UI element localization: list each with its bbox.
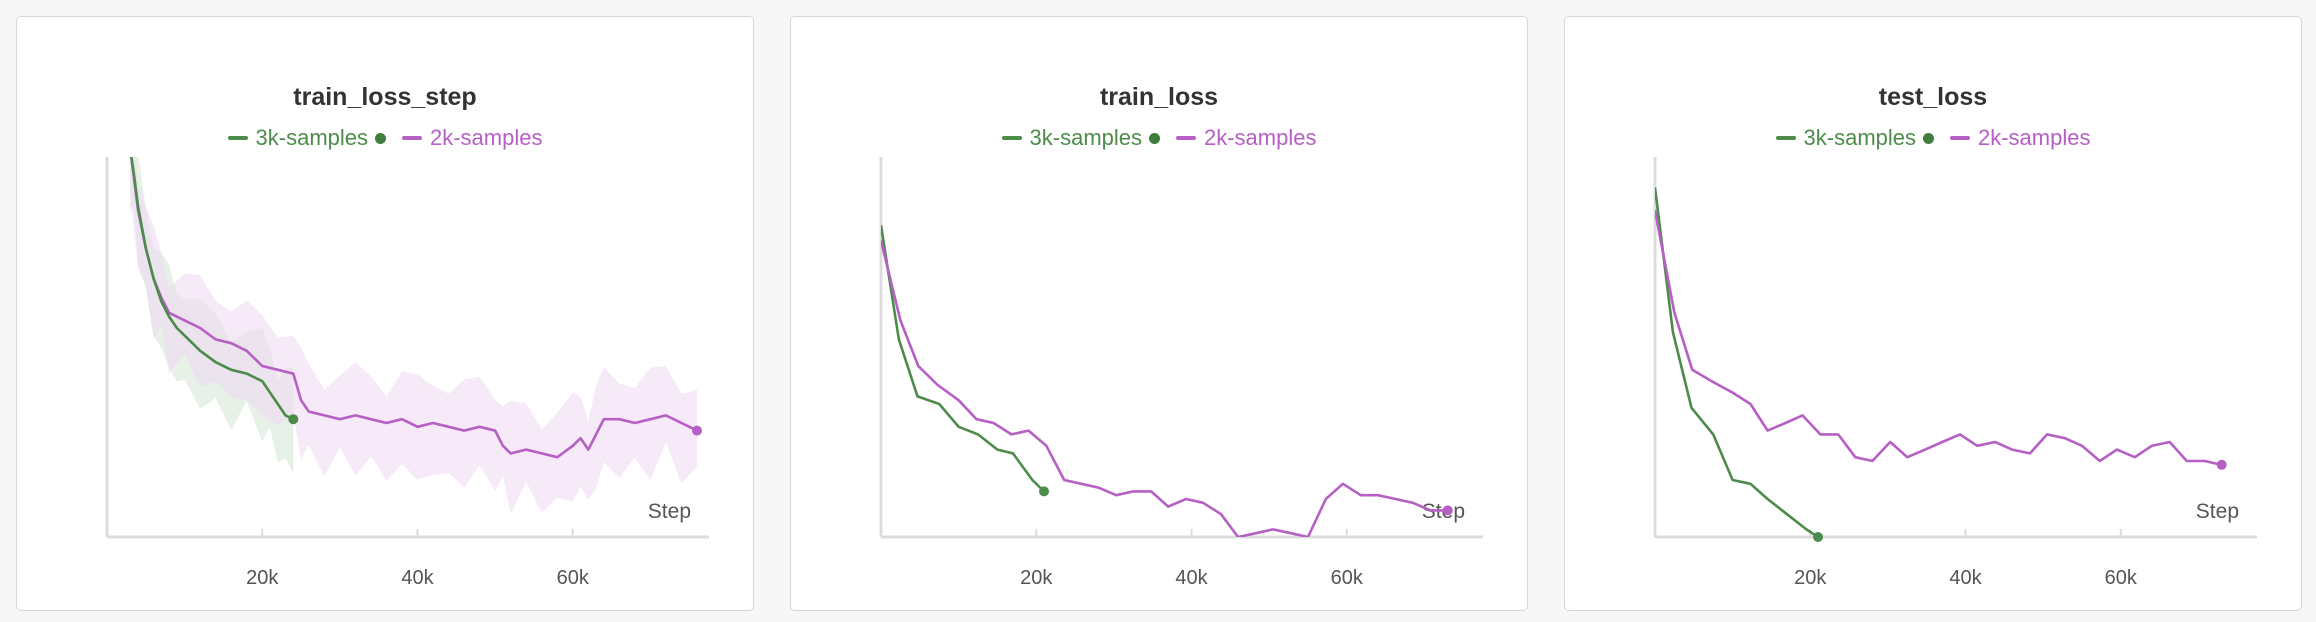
legend-entry-3k-samples[interactable]: 3k-samples (227, 125, 386, 151)
legend-swatch (227, 136, 248, 140)
series-end-marker-3k-samples (1813, 532, 1824, 542)
legend-swatch (1950, 136, 1970, 140)
x-tick-label: 40k (401, 567, 434, 589)
chart-legend: 3k-samples 2k-samples (1565, 125, 2301, 151)
legend-entry-2k-samples[interactable]: 2k-samples (1176, 125, 1316, 151)
dot-icon (1149, 132, 1160, 144)
legend-swatch (1775, 136, 1796, 140)
series-line-2k-samples (881, 240, 1448, 537)
legend-swatch (402, 136, 422, 140)
legend-entry-2k-samples[interactable]: 2k-samples (402, 125, 542, 151)
series-line-2k-samples (129, 157, 698, 459)
chart-panel-test-loss[interactable]: test_loss 3k-samples 2k-samples 20k 40k 60… (1564, 16, 2302, 611)
x-tick-label: 40k (1949, 567, 1982, 589)
chart-plot-area[interactable]: 20k 40k 60k Step (1565, 17, 2303, 612)
x-tick-label: 20k (1794, 567, 1827, 589)
x-tick-label: 60k (557, 567, 590, 589)
series-line-3k-samples (1655, 187, 1819, 537)
series-end-marker-3k-samples (1039, 486, 1050, 497)
legend-swatch (1176, 136, 1196, 140)
x-tick-label: 20k (246, 567, 279, 589)
series-line-3k-samples (130, 157, 294, 421)
dot-icon (375, 132, 386, 144)
legend-label: 2k-samples (1978, 125, 2091, 150)
series-line-3k-samples (881, 225, 1045, 493)
legend-swatch (1001, 136, 1022, 140)
x-tick-label: 60k (2105, 567, 2138, 589)
series-end-marker-3k-samples (288, 414, 299, 425)
chart-plot-area[interactable]: 20k 40k 60k Step (17, 17, 755, 612)
series-end-marker-2k-samples (692, 425, 702, 436)
series-end-marker-2k-samples (2216, 459, 2227, 470)
chart-panel-train-loss[interactable]: train_loss 3k-samples 2k-samples 20k 40k 6… (790, 16, 1528, 611)
dot-icon (1923, 132, 1934, 144)
x-axis-title: Step (2196, 500, 2239, 523)
legend-label: 3k-samples (255, 125, 368, 150)
legend-entry-2k-samples[interactable]: 2k-samples (1950, 125, 2090, 151)
chart-title: test_loss (1878, 83, 1988, 111)
chart-title: train_loss (1099, 83, 1219, 111)
x-tick-label: 60k (1331, 567, 1364, 589)
chart-legend: 3k-samples 2k-samples (17, 125, 753, 151)
legend-label: 3k-samples (1803, 125, 1916, 150)
legend-label: 3k-samples (1029, 125, 1142, 150)
series-end-marker-2k-samples (1442, 505, 1453, 516)
legend-entry-3k-samples[interactable]: 3k-samples (1001, 125, 1160, 151)
series-line-2k-samples (1655, 209, 2222, 467)
legend-label: 2k-samples (430, 125, 543, 150)
legend-label: 2k-samples (1204, 125, 1317, 150)
x-axis-title: Step (648, 500, 691, 523)
chart-legend: 3k-samples 2k-samples (791, 125, 1527, 151)
series-noise-band-2k-samples (130, 157, 697, 515)
x-tick-label: 40k (1175, 567, 1208, 589)
x-tick-label: 20k (1020, 567, 1053, 589)
legend-entry-3k-samples[interactable]: 3k-samples (1775, 125, 1934, 151)
chart-panel-train-loss-step[interactable]: train_loss_step 3k-samples 2k-samples 20… (16, 16, 754, 611)
chart-title: train_loss_step (293, 83, 477, 111)
